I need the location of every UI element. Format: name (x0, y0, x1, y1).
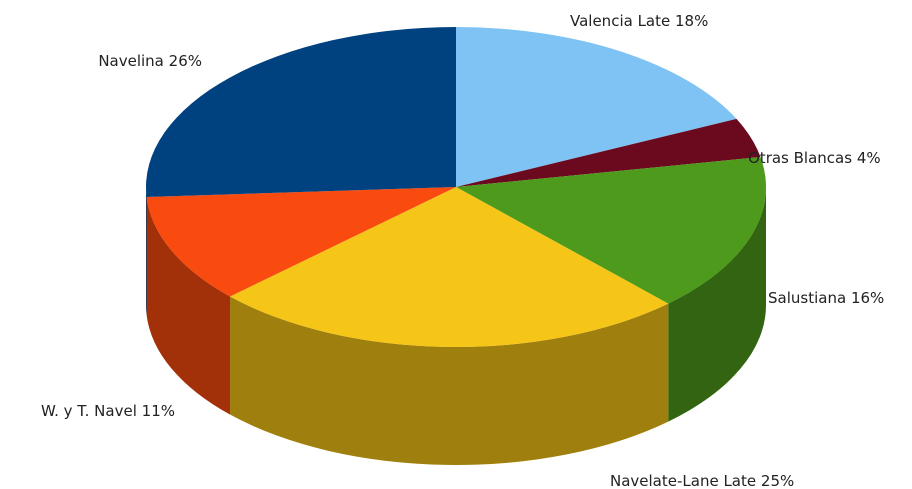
slice-label: Navelate-Lane Late 25% (610, 472, 794, 489)
slice-value-label: 16% (851, 289, 884, 307)
pie-side-shade (146, 197, 231, 415)
slice-category: Salustiana (768, 289, 846, 307)
slice-label: Valencia Late 18% (570, 12, 708, 30)
pie-slice (146, 187, 457, 297)
pie-labels: Valencia Late 18% Otras Blancas 4% Salusti… (41, 12, 884, 489)
pie-slice (456, 118, 761, 187)
pie-side-shade (146, 187, 147, 316)
pie-side (146, 187, 147, 316)
slice-value-label: 18% (675, 12, 708, 30)
slice-value-label: 25% (761, 472, 794, 489)
pie-slice (456, 157, 766, 304)
pie-side-shade (668, 187, 766, 422)
slice-label: Salustiana 16% (768, 289, 884, 307)
slice-value-label: 11% (142, 402, 175, 420)
slice-value-label: 26% (169, 52, 202, 70)
slice-category: W. y T. Navel (41, 402, 137, 420)
slice-category: Navelate-Lane Late (610, 472, 756, 489)
slice-label: W. y T. Navel 11% (41, 402, 175, 420)
slice-category: Valencia Late (570, 12, 670, 30)
slice-label: Otras Blancas 4% (748, 149, 881, 167)
pie-side-shade (230, 296, 669, 465)
slice-value-label: 4% (857, 149, 881, 167)
slice-category: Navelina (98, 52, 164, 70)
pie-slice (145, 27, 456, 198)
pie-slice (230, 187, 669, 347)
pie-side (146, 197, 231, 415)
slice-category: Otras Blancas (748, 149, 852, 167)
pie-slice (456, 27, 737, 187)
slice-label: Navelina 26% (98, 52, 202, 70)
pie-sides (146, 187, 766, 465)
pie-side (230, 296, 669, 465)
pie-tops (145, 27, 766, 347)
pie-side (668, 187, 766, 422)
